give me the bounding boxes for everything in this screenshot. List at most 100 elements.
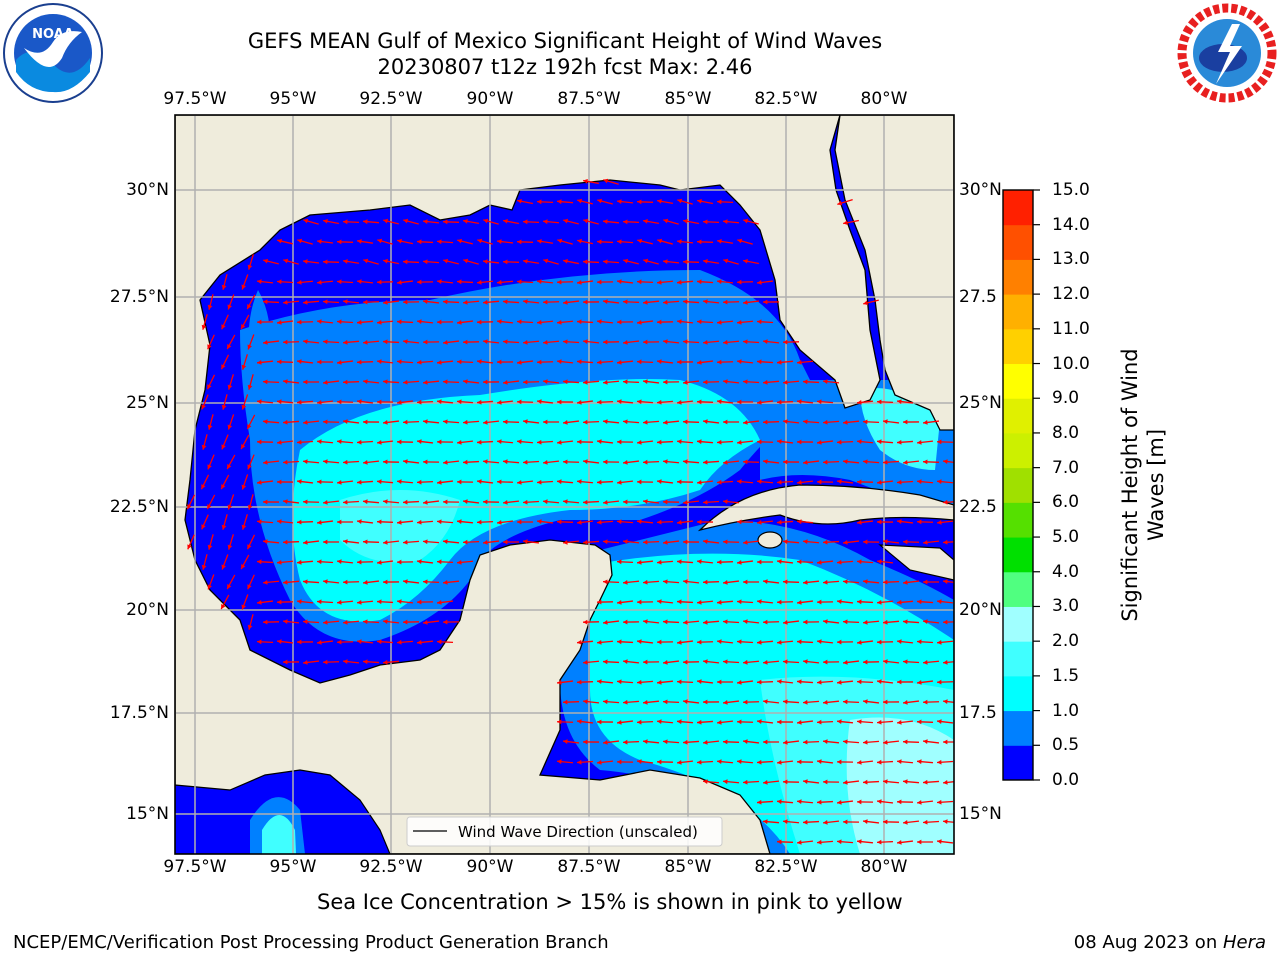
wave-arrowhead <box>263 499 268 505</box>
wave-arrowhead <box>663 660 668 665</box>
wave-arrowhead <box>463 459 468 465</box>
wave-arrowhead <box>883 659 888 664</box>
wave-arrowhead <box>757 559 762 565</box>
wave-arrowhead <box>563 379 568 385</box>
wave-arrowhead <box>763 419 768 425</box>
wave-arrowhead <box>917 479 922 485</box>
footer-host: Hera <box>1222 932 1266 953</box>
wave-arrowhead <box>677 760 682 765</box>
wave-arrowhead <box>297 359 302 364</box>
wave-arrowhead <box>617 399 622 405</box>
wave-arrowhead <box>883 579 888 585</box>
wave-arrowhead <box>683 419 688 425</box>
wave-arrowhead <box>457 479 462 485</box>
wave-arrowhead <box>317 479 322 485</box>
wave-arrowhead <box>783 459 788 465</box>
wave-arrowhead <box>637 759 642 764</box>
wave-arrowhead <box>703 419 708 424</box>
wave-arrowhead <box>523 499 528 505</box>
wave-arrowhead <box>357 279 362 284</box>
wave-arrowhead <box>543 258 549 264</box>
wave-arrowhead <box>723 779 728 785</box>
wave-arrowhead <box>503 459 508 465</box>
wave-arrowhead <box>317 279 322 285</box>
wave-arrowhead <box>657 639 662 645</box>
wave-arrowhead <box>357 639 362 644</box>
wave-arrowhead <box>837 439 842 445</box>
wave-arrowhead <box>543 219 548 225</box>
wave-arrowhead <box>423 620 428 625</box>
wave-arrowhead <box>903 820 908 825</box>
wave-arrowhead <box>723 258 729 264</box>
wave-arrowhead <box>617 480 622 485</box>
wave-arrowhead <box>697 480 702 485</box>
wave-arrowhead <box>563 739 568 744</box>
wave-arrowhead <box>843 540 848 545</box>
wave-arrowhead <box>863 739 868 745</box>
wave-arrowhead <box>497 520 502 525</box>
wave-arrowhead <box>343 419 348 424</box>
wave-arrowhead <box>937 439 942 445</box>
lon-tick-label: 87.5°W <box>557 89 621 109</box>
colorbar-tick-label: 5.0 <box>1052 527 1080 548</box>
colorbar-tick-label: 1.5 <box>1052 665 1080 686</box>
wave-arrowhead <box>397 359 402 365</box>
wave-arrowhead <box>603 419 608 425</box>
colorbar-tick-label: 14.0 <box>1052 214 1090 235</box>
wave-arrowhead <box>323 500 328 505</box>
wave-arrowhead <box>241 564 246 570</box>
wave-arrowhead <box>417 639 422 645</box>
lon-tick-label: 82.5°W <box>754 89 818 109</box>
wave-arrowhead <box>703 339 708 345</box>
wave-arrowhead <box>503 419 508 425</box>
wave-arrowhead <box>663 579 668 585</box>
wave-arrowhead <box>577 719 582 724</box>
wave-arrowhead <box>263 379 268 385</box>
wave-arrowhead <box>303 499 308 505</box>
wave-arrowhead <box>857 760 862 765</box>
wave-arrowhead <box>743 739 748 744</box>
wave-arrowhead <box>843 419 848 425</box>
wave-arrowhead <box>817 559 822 565</box>
wave-arrowhead <box>717 639 722 644</box>
wave-arrowhead <box>241 284 246 290</box>
wave-arrowhead <box>517 239 522 245</box>
wave-arrowhead <box>837 839 842 845</box>
wave-arrowhead <box>697 239 702 245</box>
wave-arrowhead <box>803 539 808 545</box>
wave-arrowhead <box>617 199 622 205</box>
wave-arrowhead <box>697 759 702 765</box>
wave-arrowhead <box>703 740 708 745</box>
wave-arrowhead <box>557 519 562 525</box>
wave-arrowhead <box>897 639 902 644</box>
wave-arrowhead <box>623 739 628 745</box>
wave-arrowhead <box>657 238 663 244</box>
wave-arrowhead <box>777 519 782 525</box>
wave-arrowhead <box>383 579 388 585</box>
wave-arrowhead <box>483 459 488 465</box>
wave-arrowhead <box>543 460 548 465</box>
wave-arrowhead <box>677 559 682 565</box>
wave-arrowhead <box>283 619 288 624</box>
wave-arrowhead <box>277 359 282 365</box>
wave-arrowhead <box>277 279 282 285</box>
wave-arrowhead <box>943 739 948 745</box>
wave-arrowhead <box>283 659 288 665</box>
wave-arrowhead <box>883 699 888 705</box>
wave-arrowhead <box>363 460 368 465</box>
colorbar-segment <box>1003 398 1033 434</box>
wave-arrowhead <box>797 519 802 525</box>
wave-arrowhead <box>843 619 848 625</box>
wave-arrowhead <box>737 519 742 525</box>
wave-arrowhead <box>757 479 762 485</box>
wave-arrowhead <box>883 819 888 825</box>
wave-arrowhead <box>843 220 848 226</box>
lon-tick-label: 97.5°W <box>163 857 227 877</box>
wave-arrowhead <box>737 279 742 285</box>
wave-arrowhead <box>783 539 788 545</box>
wave-arrowhead <box>363 580 368 585</box>
wave-arrowhead <box>543 419 548 425</box>
wave-arrowhead <box>663 339 668 344</box>
wave-arrowhead <box>617 600 622 605</box>
wave-arrowhead <box>703 659 708 664</box>
